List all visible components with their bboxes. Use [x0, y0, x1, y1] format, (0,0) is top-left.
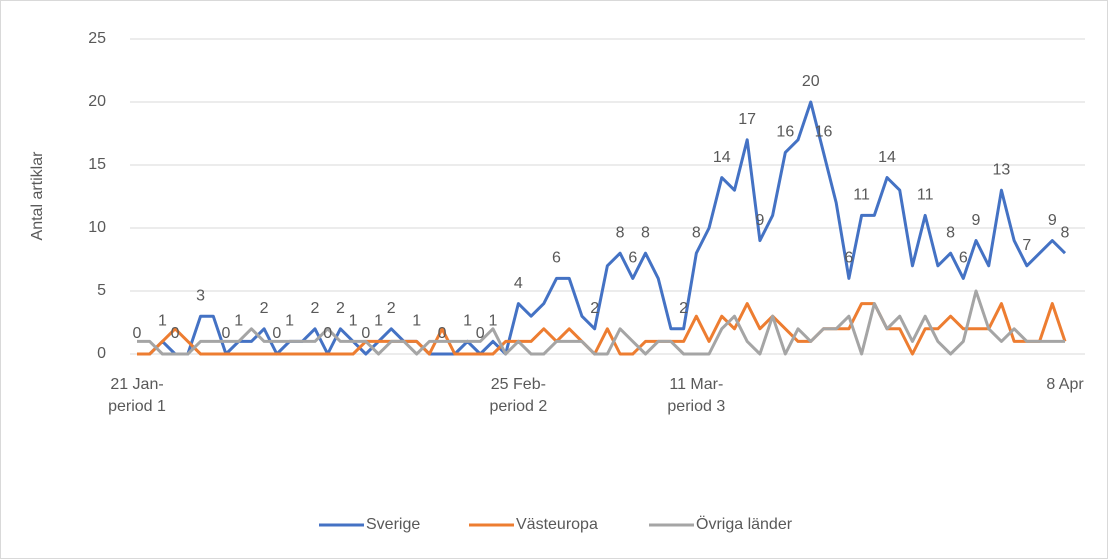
data-label: 0 — [133, 325, 142, 342]
y-tick-label: 15 — [88, 156, 106, 173]
y-tick-label: 10 — [88, 219, 106, 236]
data-label: 0 — [361, 325, 370, 342]
x-tick-label: 21 Jan-period 1 — [108, 376, 166, 415]
data-label: 1 — [234, 313, 243, 330]
data-label: 1 — [349, 313, 358, 330]
x-tick-label: 11 Mar-period 3 — [667, 376, 726, 415]
data-label: 9 — [1048, 212, 1057, 229]
data-label: 1 — [374, 313, 383, 330]
series-line — [137, 302, 1067, 356]
y-tick-label: 25 — [88, 30, 106, 47]
data-label: 1 — [488, 313, 497, 330]
data-label: 1 — [285, 313, 294, 330]
data-label: 4 — [514, 275, 523, 292]
data-label: 14 — [878, 149, 896, 166]
data-label: 17 — [738, 111, 756, 128]
data-label: 2 — [311, 300, 320, 317]
data-label: 0 — [323, 325, 332, 342]
data-label: 2 — [260, 300, 269, 317]
data-label: 13 — [993, 161, 1011, 178]
data-label: 9 — [972, 212, 981, 229]
data-label: 11 — [853, 187, 870, 204]
data-label: 20 — [802, 73, 820, 90]
data-label: 0 — [476, 325, 485, 342]
legend-label: Västeuropa — [516, 516, 598, 533]
data-label: 6 — [959, 250, 968, 267]
data-label: 0 — [272, 325, 281, 342]
data-label: 0 — [438, 325, 447, 342]
y-tick-label: 5 — [97, 282, 106, 299]
data-label: 6 — [628, 250, 637, 267]
y-tick-label: 0 — [97, 345, 106, 362]
data-label: 1 — [412, 313, 421, 330]
data-label: 9 — [755, 212, 764, 229]
y-tick-label: 20 — [88, 93, 106, 110]
data-label: 6 — [552, 250, 561, 267]
y-axis-label: Antal artiklar — [29, 151, 46, 241]
data-label: 14 — [713, 149, 731, 166]
data-label: 2 — [590, 300, 599, 317]
data-label: 0 — [171, 325, 180, 342]
data-label: 3 — [196, 287, 205, 304]
data-label: 2 — [336, 300, 345, 317]
data-label: 6 — [844, 250, 853, 267]
data-label: 11 — [917, 187, 934, 204]
x-tick-label: 25 Feb-period 2 — [489, 376, 548, 415]
data-label: 7 — [1022, 237, 1031, 254]
data-label: 1 — [463, 313, 472, 330]
data-label: 8 — [1061, 224, 1070, 241]
legend-label: Övriga länder — [696, 515, 793, 533]
data-label: 8 — [641, 224, 650, 241]
data-label: 0 — [222, 325, 231, 342]
legend-label: Sverige — [366, 516, 420, 533]
series-line — [137, 289, 1065, 356]
data-label: 1 — [158, 313, 167, 330]
data-label: 8 — [616, 224, 625, 241]
data-label: 16 — [815, 124, 833, 141]
x-tick-label: 8 Apr — [1046, 376, 1084, 393]
data-label: 16 — [776, 124, 794, 141]
data-label: 2 — [679, 300, 688, 317]
data-label: 8 — [692, 224, 701, 241]
data-label: 2 — [387, 300, 396, 317]
data-label: 8 — [946, 224, 955, 241]
